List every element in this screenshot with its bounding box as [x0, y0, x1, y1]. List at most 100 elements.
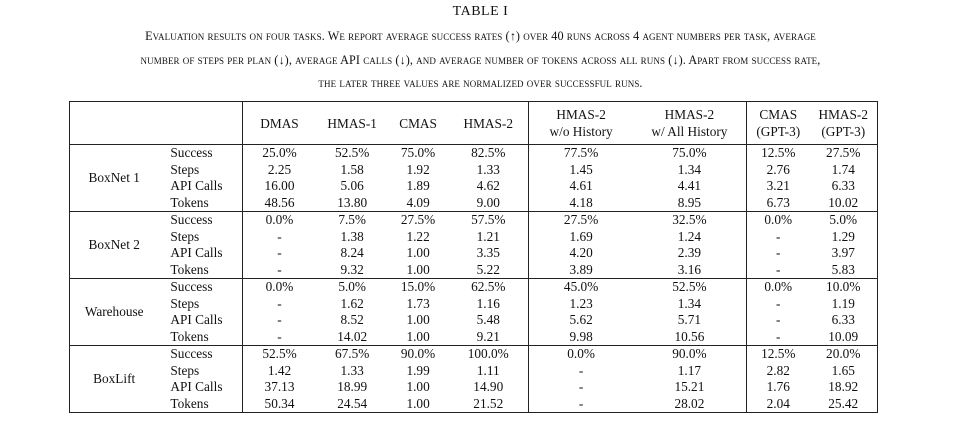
value-cell: 15.21 [632, 379, 748, 396]
value-cell: - [776, 295, 781, 311]
metric-name-cell: Steps [158, 161, 243, 178]
value-cell: 28.02 [632, 395, 748, 413]
value-cell: 1.89 [406, 178, 430, 193]
value-cell: 8.95 [632, 194, 748, 212]
value-cell: - [277, 312, 282, 327]
metric-name-cell: Tokens [158, 328, 243, 346]
value-cell: 0.0% [265, 212, 294, 227]
value-cell: 90.0% [400, 346, 436, 361]
table-row: API Calls 16.00 5.06 1.89 4.62 4.61 4.41 3.21 6.… [70, 178, 879, 195]
value-cell: - [277, 228, 282, 244]
value-cell: 1.99 [406, 362, 430, 378]
value-cell: 100.0% [448, 345, 530, 363]
value-cell: 1.42 [267, 362, 292, 378]
header-corner-cell [158, 101, 243, 145]
value-cell: 0.0% [764, 212, 793, 227]
column-header: HMAS-2 [448, 101, 530, 145]
value-cell: - [578, 379, 584, 394]
value-cell: 1.33 [448, 161, 530, 178]
value-cell: 1.00 [406, 245, 430, 260]
metric-name-cell: Success [158, 211, 243, 229]
value-cell: 27.5% [563, 212, 599, 227]
value-cell: - [776, 228, 781, 244]
value-cell: 1.34 [632, 295, 748, 312]
table-row: Steps - 1.38 1.22 1.21 1.69 1.24 - 1.29 [70, 228, 879, 245]
table-row: API Calls - 8.24 1.00 3.35 4.20 2.39 - 3.97 [70, 245, 879, 262]
value-cell: 2.76 [766, 161, 790, 177]
metric-name-cell: Tokens [158, 395, 243, 413]
value-cell: 10.02 [809, 194, 879, 212]
value-cell: 77.5% [563, 145, 599, 160]
table-row: BoxNet 2 Success 0.0% 7.5% 27.5% 57.5% 27.5% 32… [69, 211, 879, 279]
value-cell: 3.89 [528, 261, 633, 279]
metric-name-cell: API Calls [158, 245, 243, 262]
value-cell: 3.16 [632, 261, 748, 279]
table-row: API Calls - 8.52 1.00 5.48 5.62 5.71 - 6.33 [70, 312, 879, 329]
table-row: Tokens -9.32 1.00 5.22 3.89 3.16-5.83 [70, 261, 879, 279]
value-cell: - [242, 328, 317, 346]
value-cell: 1.21 [448, 228, 530, 245]
value-cell: 45.0% [563, 279, 599, 294]
table-row: Warehouse Success 0.0% 5.0% 15.0% 62.5% 45.0% 5… [69, 278, 879, 346]
value-cell: 1.19 [809, 295, 879, 312]
value-cell: 1.00 [388, 261, 449, 279]
value-cell: - [277, 245, 282, 260]
column-header: HMAS-2 w/ All History [632, 101, 748, 145]
results-table: DMAS HMAS-1 CMAS HMAS-2 HMAS-2 w/o History HMA… [69, 101, 879, 413]
metric-name-cell: API Calls [158, 312, 243, 329]
column-header-line: HMAS-2 [463, 115, 514, 131]
value-cell: 8.24 [340, 245, 364, 260]
value-cell: - [746, 261, 810, 279]
value-cell: 1.24 [632, 228, 748, 245]
metric-name-cell: Steps [158, 295, 243, 312]
value-cell: 9.98 [528, 328, 633, 346]
value-cell: 2.39 [632, 245, 748, 262]
value-cell: 62.5% [448, 278, 530, 296]
value-cell: 10.09 [809, 328, 879, 346]
value-cell: 1.92 [406, 161, 430, 177]
table-row: Tokens 50.34 24.54 1.00 21.52-28.02 2.04 25.42 [70, 395, 879, 413]
value-cell: 1.11 [448, 362, 530, 379]
value-cell: 1.38 [340, 228, 364, 244]
task-name-cell: BoxNet 1 [69, 144, 159, 212]
value-cell: 15.0% [400, 279, 436, 294]
value-cell: 24.54 [316, 395, 389, 413]
value-cell: 3.97 [809, 245, 879, 262]
caption-line: the later three values are normalized ov… [318, 76, 643, 90]
metric-name-cell: Success [158, 278, 243, 296]
value-cell: 1.62 [340, 295, 364, 311]
value-cell: 5.83 [809, 261, 879, 279]
value-cell: 2.25 [267, 161, 292, 177]
column-header-line: DMAS [260, 115, 299, 131]
value-cell: 5.48 [448, 312, 530, 329]
metric-name-cell: API Calls [158, 379, 243, 396]
value-cell: - [242, 261, 317, 279]
caption-line: Evaluation results on four tasks. We rep… [145, 29, 816, 43]
value-cell: 1.23 [569, 295, 593, 311]
column-header-line: (GPT-3) [756, 124, 801, 139]
value-cell: 12.5% [761, 346, 796, 361]
value-cell: 5.0% [338, 279, 367, 294]
value-cell: 1.29 [809, 228, 879, 245]
value-cell: 1.33 [340, 362, 364, 378]
value-cell: 0.0% [764, 279, 793, 294]
column-header-line: HMAS-2 [818, 107, 868, 122]
value-cell: 1.73 [406, 295, 430, 311]
column-header: HMAS-2 w/o History [528, 101, 633, 145]
value-cell: - [578, 362, 584, 378]
table-row: API Calls 37.13 18.99 1.00 14.90 - 15.21 1.76 18… [70, 379, 879, 396]
task-name-cell: Warehouse [69, 278, 159, 346]
column-header-line: (GPT-3) [821, 124, 866, 139]
caption-line: number of steps per plan (↓), average AP… [140, 52, 821, 67]
value-cell: 10.56 [632, 328, 748, 346]
table-label: TABLE I [452, 4, 509, 19]
value-cell: 5.62 [569, 312, 593, 327]
value-cell: 82.5% [448, 144, 530, 162]
table-row: Steps 1.42 1.33 1.99 1.11 - 1.17 2.82 1.65 [70, 362, 879, 379]
value-cell: 0.0% [567, 346, 595, 361]
value-cell: 5.71 [632, 312, 748, 329]
column-header: DMAS [242, 101, 317, 145]
value-cell: 52.5% [632, 278, 748, 296]
header-corner-cell [69, 101, 159, 145]
